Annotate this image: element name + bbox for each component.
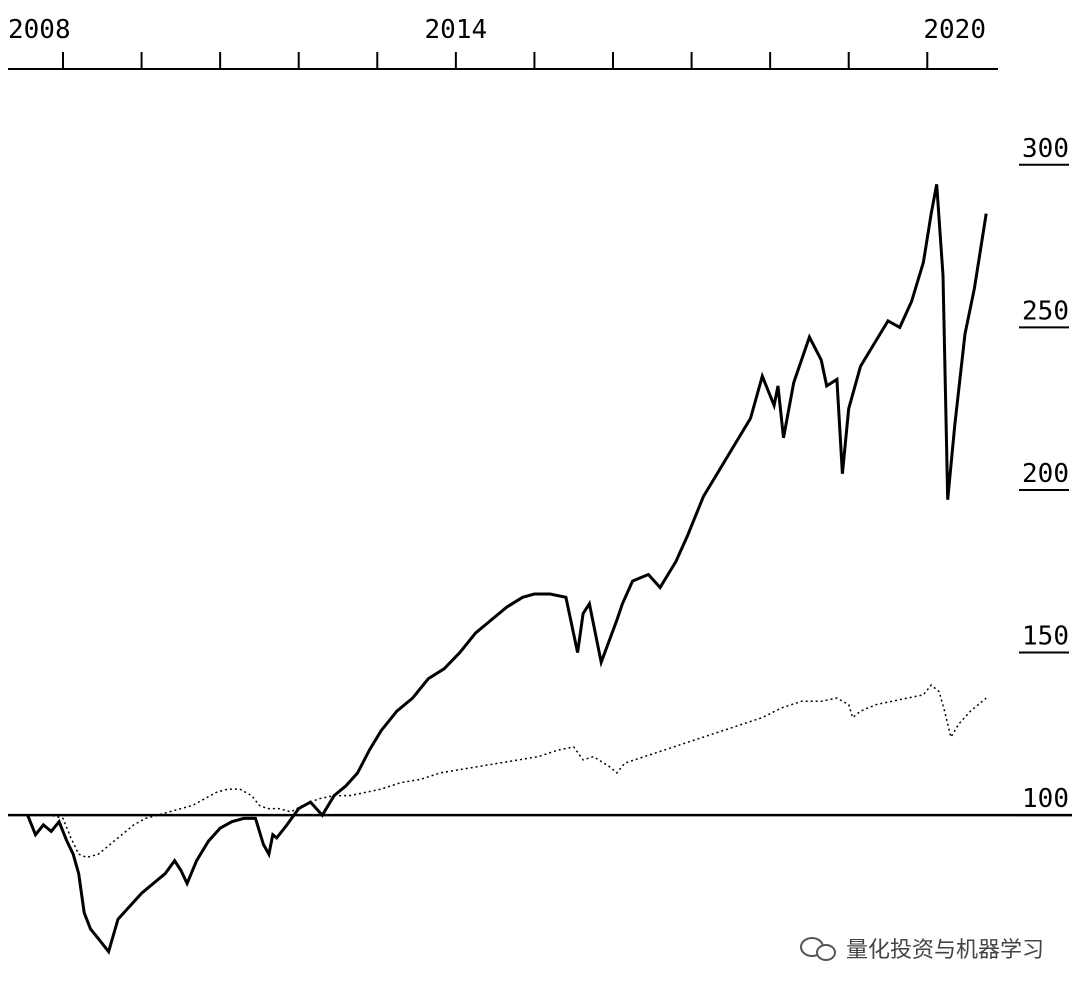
x-tick-label: 2020 xyxy=(923,15,986,45)
series-line-dotted xyxy=(27,684,987,859)
x-axis: 2008 2014 2020 xyxy=(8,15,986,69)
y-tick-label: 200 xyxy=(1022,459,1069,489)
y-tick-label: 150 xyxy=(1022,622,1069,652)
watermark: 量化投资与机器学习 xyxy=(799,932,1044,964)
plot-area: 2008 2014 2020 100 150 200 250 300 xyxy=(8,15,1072,955)
y-tick-label: 250 xyxy=(1022,296,1069,326)
y-tick-label: 100 xyxy=(1022,784,1069,814)
watermark-text: 量化投资与机器学习 xyxy=(845,938,1044,963)
series-line-solid xyxy=(26,184,988,955)
x-tick-label: 2014 xyxy=(425,15,488,45)
y-tick-label: 300 xyxy=(1022,134,1069,164)
wechat-icon xyxy=(799,934,838,962)
y-axis: 100 150 200 250 300 xyxy=(1019,134,1069,817)
x-tick-label: 2008 xyxy=(8,15,71,45)
